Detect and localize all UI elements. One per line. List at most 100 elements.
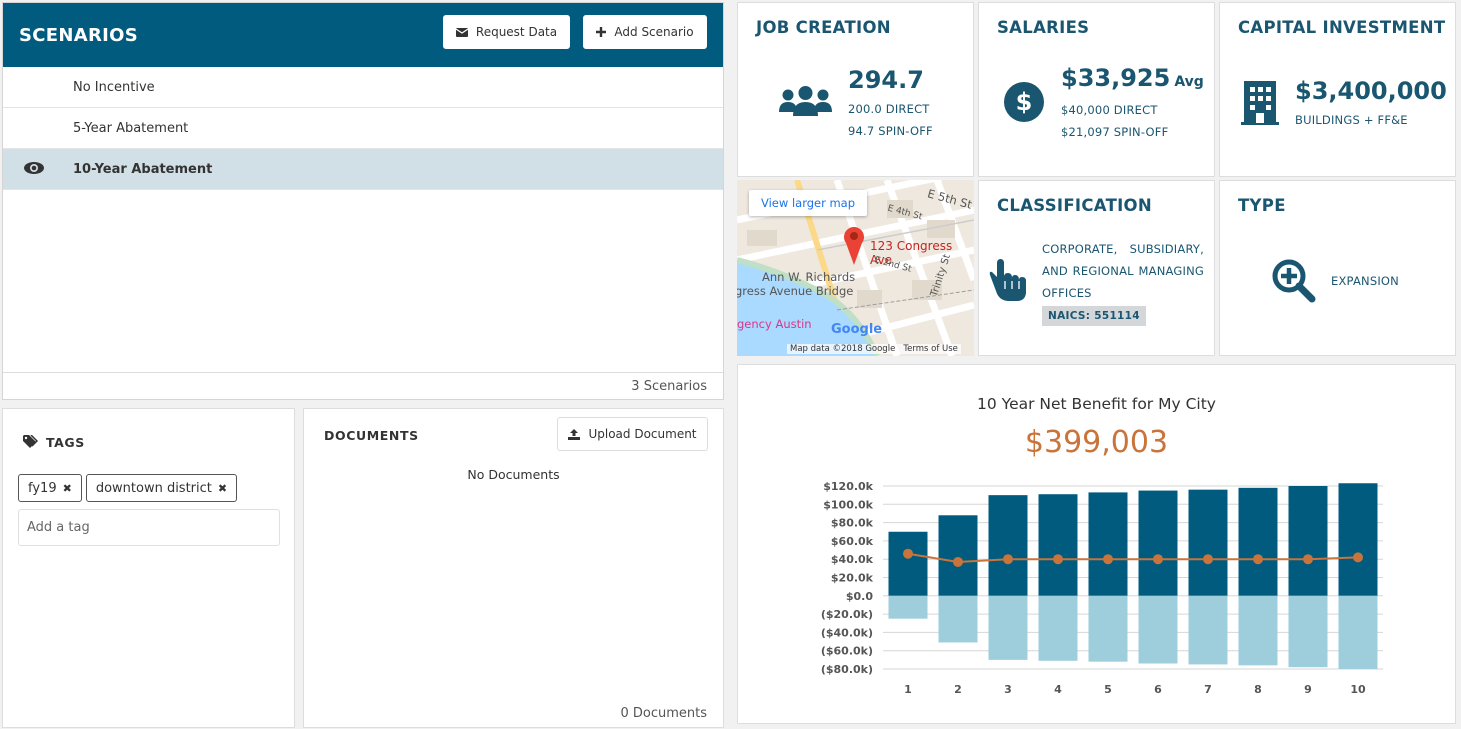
- net-benefit-point: [1003, 554, 1013, 565]
- scenario-label: 10-Year Abatement: [73, 161, 213, 177]
- eye-icon: [23, 161, 45, 179]
- request-data-button[interactable]: Request Data: [443, 15, 570, 49]
- salaries-average-label: Avg: [1174, 74, 1204, 90]
- view-larger-map-link[interactable]: View larger map: [749, 190, 868, 216]
- net-benefit-point: [1203, 554, 1213, 565]
- tag-chip: fy19 ✖: [18, 474, 82, 502]
- negative-bar: [938, 595, 978, 643]
- positive-bar: [1138, 490, 1178, 596]
- tag-icon: [23, 433, 46, 452]
- salaries-average: $33,925 Avg: [1061, 64, 1204, 92]
- x-tick-label: 6: [1154, 683, 1162, 696]
- capital-investment-sub: BUILDINGS + FF&E: [1295, 113, 1408, 127]
- remove-tag-icon[interactable]: ✖: [62, 481, 72, 495]
- map-attribution: Map data ©2018 Google Terms of Use: [787, 344, 961, 354]
- x-tick-label: 7: [1204, 683, 1212, 696]
- net-benefit-point: [1103, 554, 1113, 565]
- net-benefit-line: [907, 552, 1359, 563]
- scenarios-header: SCENARIOS Request Data Add Scenario: [3, 3, 723, 67]
- y-tick-label: ($60.0k): [821, 645, 873, 658]
- tags-heading: TAGS: [23, 433, 85, 452]
- pointing-hand-icon: [989, 259, 1029, 307]
- classification-description: CORPORATE, SUBSIDIARY, AND REGIONAL MANA…: [1042, 242, 1204, 300]
- classification-card: CLASSIFICATION CORPORATE, SUBSIDIARY, AN…: [978, 180, 1215, 356]
- add-tag-input[interactable]: Add a tag: [18, 509, 280, 546]
- net-benefit-point: [1353, 552, 1363, 563]
- capital-investment-value: $3,400,000: [1295, 77, 1447, 105]
- tag-list: fy19 ✖ downtown district ✖: [18, 474, 238, 502]
- tag-chip-label: fy19: [28, 480, 57, 496]
- documents-panel: DOCUMENTS Upload Document No Documents 0…: [303, 408, 724, 728]
- x-tick-label: 3: [1004, 683, 1012, 696]
- y-tick-label: $80.0k: [831, 517, 874, 530]
- dollar-circle-icon: $: [1004, 82, 1044, 126]
- envelope-icon: [455, 27, 468, 37]
- add-scenario-button[interactable]: Add Scenario: [583, 15, 707, 49]
- location-map[interactable]: View larger map 123 Congress Ave E 5th S…: [737, 180, 974, 356]
- y-tick-label: $100.0k: [823, 498, 873, 511]
- x-tick-label: 5: [1104, 683, 1112, 696]
- bridge-label: Ann W. Richards: [762, 270, 856, 284]
- terms-of-use-link[interactable]: Terms of Use: [903, 344, 958, 354]
- net-benefit-chart-panel: 10 Year Net Benefit for My City $399,003…: [737, 364, 1456, 724]
- chart-title: 10 Year Net Benefit for My City: [977, 395, 1216, 413]
- job-creation-direct: 200.0 DIRECT: [848, 102, 930, 116]
- plus-icon: [596, 27, 607, 37]
- tags-panel: TAGS fy19 ✖ downtown district ✖ Add a ta…: [2, 408, 295, 728]
- negative-bar: [1288, 595, 1328, 668]
- upload-document-button[interactable]: Upload Document: [557, 417, 708, 451]
- x-tick-label: 10: [1350, 683, 1366, 696]
- positive-bar: [1288, 486, 1328, 596]
- negative-bar: [1138, 595, 1178, 664]
- svg-text:$: $: [1016, 88, 1033, 116]
- google-logo: Google: [831, 322, 883, 337]
- net-benefit-point: [1303, 554, 1313, 565]
- poi-label: gency Austin: [737, 317, 812, 331]
- capital-investment-card: CAPITAL INVESTMENT $3,400,000 BUILDINGS …: [1219, 2, 1456, 177]
- tag-chip: downtown district ✖: [85, 474, 238, 502]
- map-pin-icon: [843, 225, 865, 269]
- negative-bar: [888, 595, 928, 619]
- building-icon: [1241, 81, 1279, 129]
- net-benefit-point: [1053, 554, 1063, 565]
- upload-document-label: Upload Document: [588, 427, 697, 441]
- positive-bar: [1038, 494, 1078, 596]
- negative-bar: [988, 595, 1028, 660]
- negative-bar: [1338, 595, 1378, 669]
- positive-bar: [1088, 492, 1128, 596]
- scenario-item-5-year[interactable]: 5-Year Abatement: [3, 108, 723, 149]
- net-benefit-point: [1253, 554, 1263, 565]
- x-tick-label: 2: [954, 683, 962, 696]
- documents-count: 0 Documents: [620, 706, 707, 721]
- users-icon: [778, 85, 833, 123]
- positive-bar: [1338, 483, 1378, 596]
- request-data-label: Request Data: [475, 25, 558, 39]
- negative-bar: [1188, 595, 1228, 665]
- type-value: EXPANSION: [1331, 274, 1399, 288]
- positive-bar: [888, 531, 928, 596]
- scenario-item-no-incentive[interactable]: No Incentive: [3, 67, 723, 108]
- positive-bar: [938, 515, 978, 596]
- x-tick-label: 9: [1304, 683, 1312, 696]
- net-benefit-point: [1153, 554, 1163, 565]
- y-tick-label: ($40.0k): [821, 626, 873, 639]
- remove-tag-icon[interactable]: ✖: [217, 481, 228, 495]
- type-title: TYPE: [1238, 196, 1286, 215]
- salaries-card: SALARIES $ $33,925 Avg $40,000 DIRECT $21…: [978, 2, 1215, 177]
- scenarios-title: SCENARIOS: [19, 24, 138, 46]
- salaries-spinoff: $21,097 SPIN-OFF: [1061, 125, 1169, 139]
- salaries-average-value: $33,925: [1061, 64, 1171, 92]
- salaries-direct: $40,000 DIRECT: [1061, 103, 1158, 117]
- net-benefit-total: $399,003: [1024, 425, 1169, 460]
- scenario-label: 5-Year Abatement: [73, 120, 189, 136]
- bridge-label: gress Avenue Bridge: [737, 284, 854, 298]
- y-tick-label: $60.0k: [831, 535, 874, 548]
- positive-bar: [1188, 489, 1228, 596]
- y-tick-label: $0.0: [846, 590, 873, 603]
- scenario-label: No Incentive: [73, 79, 155, 95]
- scenario-item-10-year[interactable]: 10-Year Abatement: [3, 149, 723, 190]
- x-tick-label: 8: [1254, 683, 1262, 696]
- tags-title: TAGS: [46, 435, 85, 450]
- job-creation-title: JOB CREATION: [756, 18, 891, 37]
- capital-investment-title: CAPITAL INVESTMENT: [1238, 18, 1446, 37]
